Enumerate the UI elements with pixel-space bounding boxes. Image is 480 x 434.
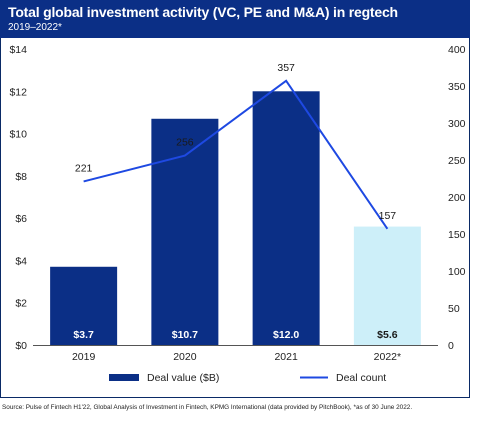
chart-title: Total global investment activity (VC, PE…: [8, 4, 398, 20]
legend-label-deal-count: Deal count: [336, 372, 386, 384]
y-left-tick-label: $12: [9, 86, 27, 98]
chart-svg: $0 $2 $4 $6 $8 $10 $12 $14 0 50 100 150 200 250 300 350…: [9, 44, 466, 384]
y-left-tick-label: $14: [9, 44, 27, 56]
source-note: Source: Pulse of Fintech H1'22, Global A…: [2, 404, 413, 411]
x-tick-label: 2019: [72, 351, 96, 363]
y-right-tick-label: 0: [448, 340, 454, 352]
y-left-tick-label: $10: [9, 129, 27, 141]
x-tick-label: 2022*: [374, 351, 401, 363]
y-left-tick-label: $2: [15, 298, 27, 310]
y-right-tick-label: 350: [448, 81, 466, 93]
legend-swatch-deal-value: [109, 374, 139, 381]
bar: [353, 226, 421, 345]
line-value-label: 357: [277, 62, 295, 74]
y-right-tick-label: 150: [448, 229, 466, 241]
y-left-tick-label: $8: [15, 171, 27, 183]
y-right-tick-label: 400: [448, 44, 466, 56]
bar: [151, 118, 219, 346]
y-left-tick-label: $6: [15, 213, 27, 225]
chart-subtitle: 2019–2022*: [8, 22, 62, 33]
chart-header: Total global investment activity (VC, PE…: [0, 0, 470, 38]
y-right-tick-label: 300: [448, 118, 466, 130]
y-right-tick-label: 100: [448, 266, 466, 278]
x-tick-label: 2020: [173, 351, 197, 363]
bar-value-label: $5.6: [377, 329, 398, 341]
deal-count-line: [83, 79, 389, 230]
bar-value-label: $3.7: [73, 329, 94, 341]
y-left-tick-label: $0: [15, 340, 27, 352]
y-left-tick-label: $4: [15, 255, 27, 267]
y-right-tick-label: 200: [448, 192, 466, 204]
bar: [252, 91, 320, 346]
line-value-label: 256: [176, 137, 194, 149]
bar-value-label: $10.7: [172, 329, 198, 341]
bar-value-label: $12.0: [273, 329, 299, 341]
x-tick-label: 2021: [274, 351, 298, 363]
y-right-tick-label: 250: [448, 155, 466, 167]
y-right-tick-label: 50: [448, 303, 460, 315]
line-value-label: 157: [379, 210, 397, 222]
line-value-label: 221: [75, 162, 93, 174]
legend-label-deal-value: Deal value ($B): [147, 372, 219, 384]
bar: [50, 266, 118, 345]
